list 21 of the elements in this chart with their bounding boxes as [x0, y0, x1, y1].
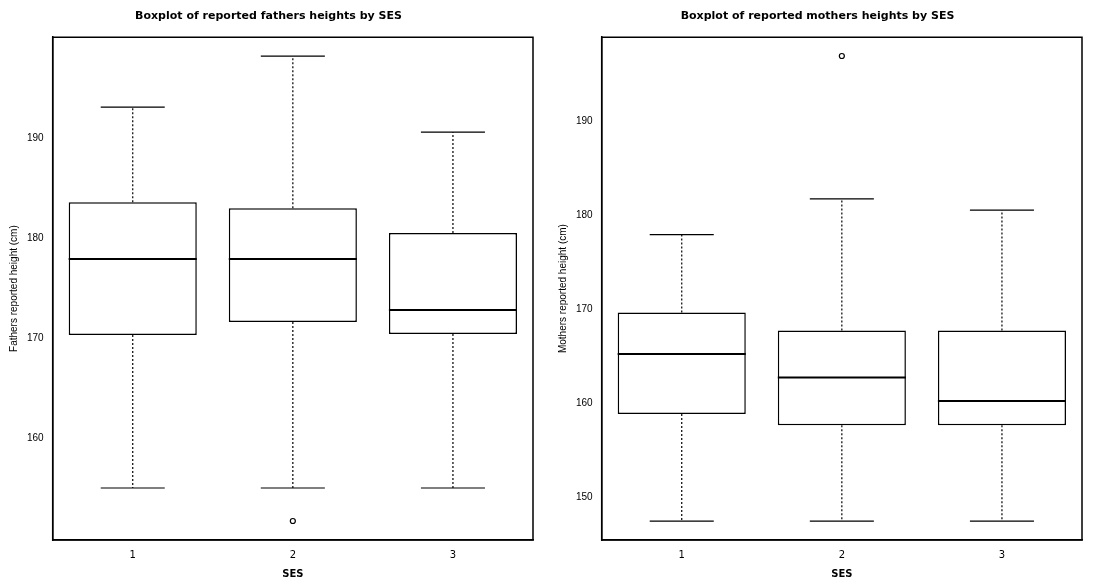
chart-title: Boxplot of reported mothers heights by SES [680, 9, 955, 23]
x-tick-label: 2 [838, 548, 846, 560]
y-tick-label: 160 [27, 431, 45, 443]
y-tick-label: 180 [576, 208, 594, 220]
y-axis-title: Fathers reported height (cm) [7, 225, 19, 352]
x-tick-label: 2 [289, 548, 297, 560]
y-tick-label: 160 [576, 396, 594, 408]
y-tick-label: 170 [576, 302, 594, 314]
x-tick-label: 3 [998, 548, 1006, 560]
x-axis-title: SES [831, 567, 853, 579]
x-tick-label: 1 [678, 548, 685, 560]
y-tick-label: 190 [576, 114, 594, 126]
x-tick-label: 1 [129, 548, 136, 560]
y-tick-label: 190 [27, 131, 45, 143]
y-tick-label: 150 [576, 490, 594, 502]
y-tick-label: 180 [27, 231, 45, 243]
y-axis-title: Mothers reported height (cm) [556, 224, 568, 354]
y-tick-label: 170 [27, 331, 45, 343]
x-tick-label: 3 [449, 548, 457, 560]
x-axis-title: SES [282, 567, 304, 579]
chart-title: Boxplot of reported fathers heights by SES [135, 9, 403, 23]
